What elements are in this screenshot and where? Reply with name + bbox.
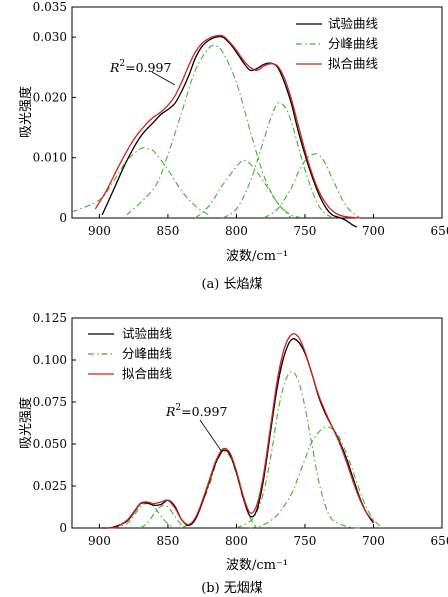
x-tick-label-b-5: 650	[431, 534, 448, 548]
y-tick-label-a-4: 0.035	[33, 0, 67, 14]
series-experimental-a-0	[101, 35, 358, 228]
series-peak-a-4	[222, 102, 333, 219]
x-tick-label-a-1: 850	[156, 224, 179, 238]
y-tick-label-a-3: 0.030	[33, 30, 67, 44]
series-peak-b-3	[181, 451, 258, 529]
x-tick-label-a-3: 750	[294, 224, 317, 238]
series-peak-a-1	[71, 147, 210, 216]
x-tick-label-b-0: 900	[88, 534, 111, 548]
x-tick-label-b-3: 750	[294, 534, 317, 548]
x-tick-label-a-4: 700	[362, 224, 385, 238]
series-fit-b-6	[106, 333, 374, 529]
y-tick-label-a-2: 0.020	[33, 90, 67, 104]
x-tick-label-a-5: 650	[431, 224, 448, 238]
y-tick-label-b-2: 0.050	[33, 437, 67, 451]
y-axis-label-b: 吸光强度	[18, 397, 34, 449]
y-tick-label-b-5: 0.125	[33, 311, 67, 325]
series-peak-a-5	[263, 153, 361, 219]
x-tick-label-b-2: 800	[225, 534, 248, 548]
y-tick-label-a-1: 0.010	[33, 151, 67, 165]
series-peak-a-3	[194, 159, 292, 219]
legend-label-fit-a: 拟合曲线	[328, 56, 379, 71]
caption-b: (b) 无烟煤	[201, 581, 263, 596]
y-axis-label-a: 吸光强度	[18, 86, 34, 138]
x-tick-label-a-2: 800	[225, 224, 248, 238]
y-tick-label-a-0: 0	[59, 211, 67, 225]
legend-label-peaks-a: 分峰曲线	[328, 36, 379, 51]
x-tick-label-a-0: 900	[88, 224, 111, 238]
legend-label-experimental-a: 试验曲线	[328, 16, 379, 31]
r2-text-a: R2=0.997	[109, 59, 171, 75]
r2-annotation-a: R2=0.997	[109, 59, 176, 86]
y-tick-label-b-4: 0.100	[33, 353, 67, 367]
legend-label-experimental-b: 试验曲线	[122, 326, 173, 341]
y-tick-label-b-0: 0	[59, 521, 67, 535]
r2-annotation-b: R2=0.997	[165, 403, 227, 453]
chart-panel-a: 90085080075070065000.0100.0200.0300.035 …	[18, 0, 448, 292]
legend-label-peaks-b: 分峰曲线	[122, 346, 173, 361]
caption-a: (a) 长焰煤	[201, 277, 262, 292]
x-tick-label-b-1: 850	[156, 534, 179, 548]
x-tick-label-b-4: 700	[362, 534, 385, 548]
r2-leader-b	[199, 419, 223, 453]
series-peak-b-2	[140, 504, 189, 529]
y-tick-label-b-1: 0.025	[33, 479, 67, 493]
series-peak-b-4	[236, 371, 360, 529]
x-axis-label-a: 波数/cm⁻¹	[226, 249, 288, 264]
plot-frame-b	[71, 317, 443, 529]
r2-leader-a	[151, 71, 176, 86]
series-peak-a-2	[126, 44, 306, 219]
r2-text-b: R2=0.997	[165, 403, 227, 419]
series-fit-a-6	[94, 34, 360, 219]
legend-label-fit-b: 拟合曲线	[122, 366, 173, 381]
legend-b: 试验曲线 分峰曲线 拟合曲线	[88, 326, 173, 381]
legend-a: 试验曲线 分峰曲线 拟合曲线	[296, 16, 379, 71]
y-tick-label-b-3: 0.075	[33, 395, 67, 409]
x-axis-label-b: 波数/cm⁻¹	[226, 558, 288, 573]
plot-frame-a	[71, 6, 443, 219]
chart-panel-b: 900 850 800 750 700 650 0 0.025 0.050 0.075 0.100 0…	[18, 311, 448, 596]
